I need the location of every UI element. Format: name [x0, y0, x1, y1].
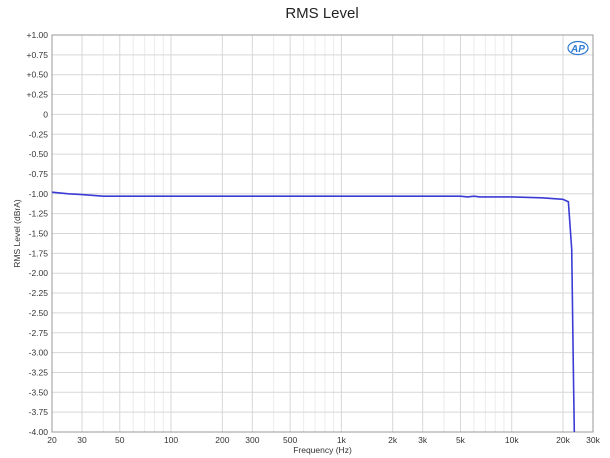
x-tick-label: 30k — [586, 435, 600, 445]
y-tick-label: -2.75 — [29, 328, 49, 338]
x-tick-label: 30 — [77, 435, 87, 445]
x-tick-label: 2k — [388, 435, 398, 445]
x-tick-label: 3k — [418, 435, 428, 445]
ap-logo-icon: AP — [567, 40, 589, 56]
x-tick-label: 100 — [164, 435, 178, 445]
y-tick-label: -0.25 — [29, 129, 49, 139]
y-tick-label: -3.75 — [29, 407, 49, 417]
x-tick-label: 300 — [245, 435, 259, 445]
y-tick-label: -3.00 — [29, 348, 49, 358]
y-tick-label: +1.00 — [26, 30, 48, 40]
y-axis-ticks: +1.00 +0.75 +0.50 +0.25 0 -0.25 -0.50 -0.75 -1.0… — [26, 30, 48, 437]
major-gridlines — [51, 34, 594, 433]
x-tick-label: 10k — [505, 435, 519, 445]
x-axis-ticks: 20 30 50 100 200 300 500 1k 2k 3k 5k 10k 20k 30k — [47, 435, 600, 445]
y-tick-label: -0.50 — [29, 149, 49, 159]
x-tick-label: 20k — [556, 435, 570, 445]
plot-frame — [51, 34, 594, 433]
y-tick-label: -1.00 — [29, 189, 49, 199]
ap-logo-text: AP — [570, 44, 585, 55]
x-tick-label: 5k — [456, 435, 466, 445]
y-tick-label: -0.75 — [29, 169, 49, 179]
x-tick-label: 500 — [283, 435, 297, 445]
x-axis-label: Frequency (Hz) — [293, 445, 352, 455]
x-tick-label: 200 — [215, 435, 229, 445]
series-line — [51, 191, 576, 433]
y-tick-label: -4.00 — [29, 427, 49, 437]
y-tick-label: -2.25 — [29, 288, 49, 298]
y-tick-label: -3.25 — [29, 367, 49, 377]
chart-title: RMS Level — [285, 5, 358, 22]
y-tick-label: 0 — [43, 109, 48, 119]
x-tick-label: 20 — [47, 435, 57, 445]
y-tick-label: -1.50 — [29, 229, 49, 239]
y-tick-label: -2.00 — [29, 268, 49, 278]
y-tick-label: +0.75 — [26, 50, 48, 60]
series-group — [51, 191, 576, 433]
y-tick-label: -1.25 — [29, 209, 49, 219]
y-tick-label: +0.25 — [26, 90, 48, 100]
y-tick-label: -2.50 — [29, 308, 49, 318]
y-axis-label: RMS Level (dBrA) — [12, 199, 22, 268]
y-tick-label: -3.50 — [29, 387, 49, 397]
y-tick-label: +0.50 — [26, 70, 48, 80]
x-tick-label: 1k — [337, 435, 347, 445]
y-tick-label: -1.75 — [29, 248, 49, 258]
x-tick-label: 50 — [115, 435, 125, 445]
